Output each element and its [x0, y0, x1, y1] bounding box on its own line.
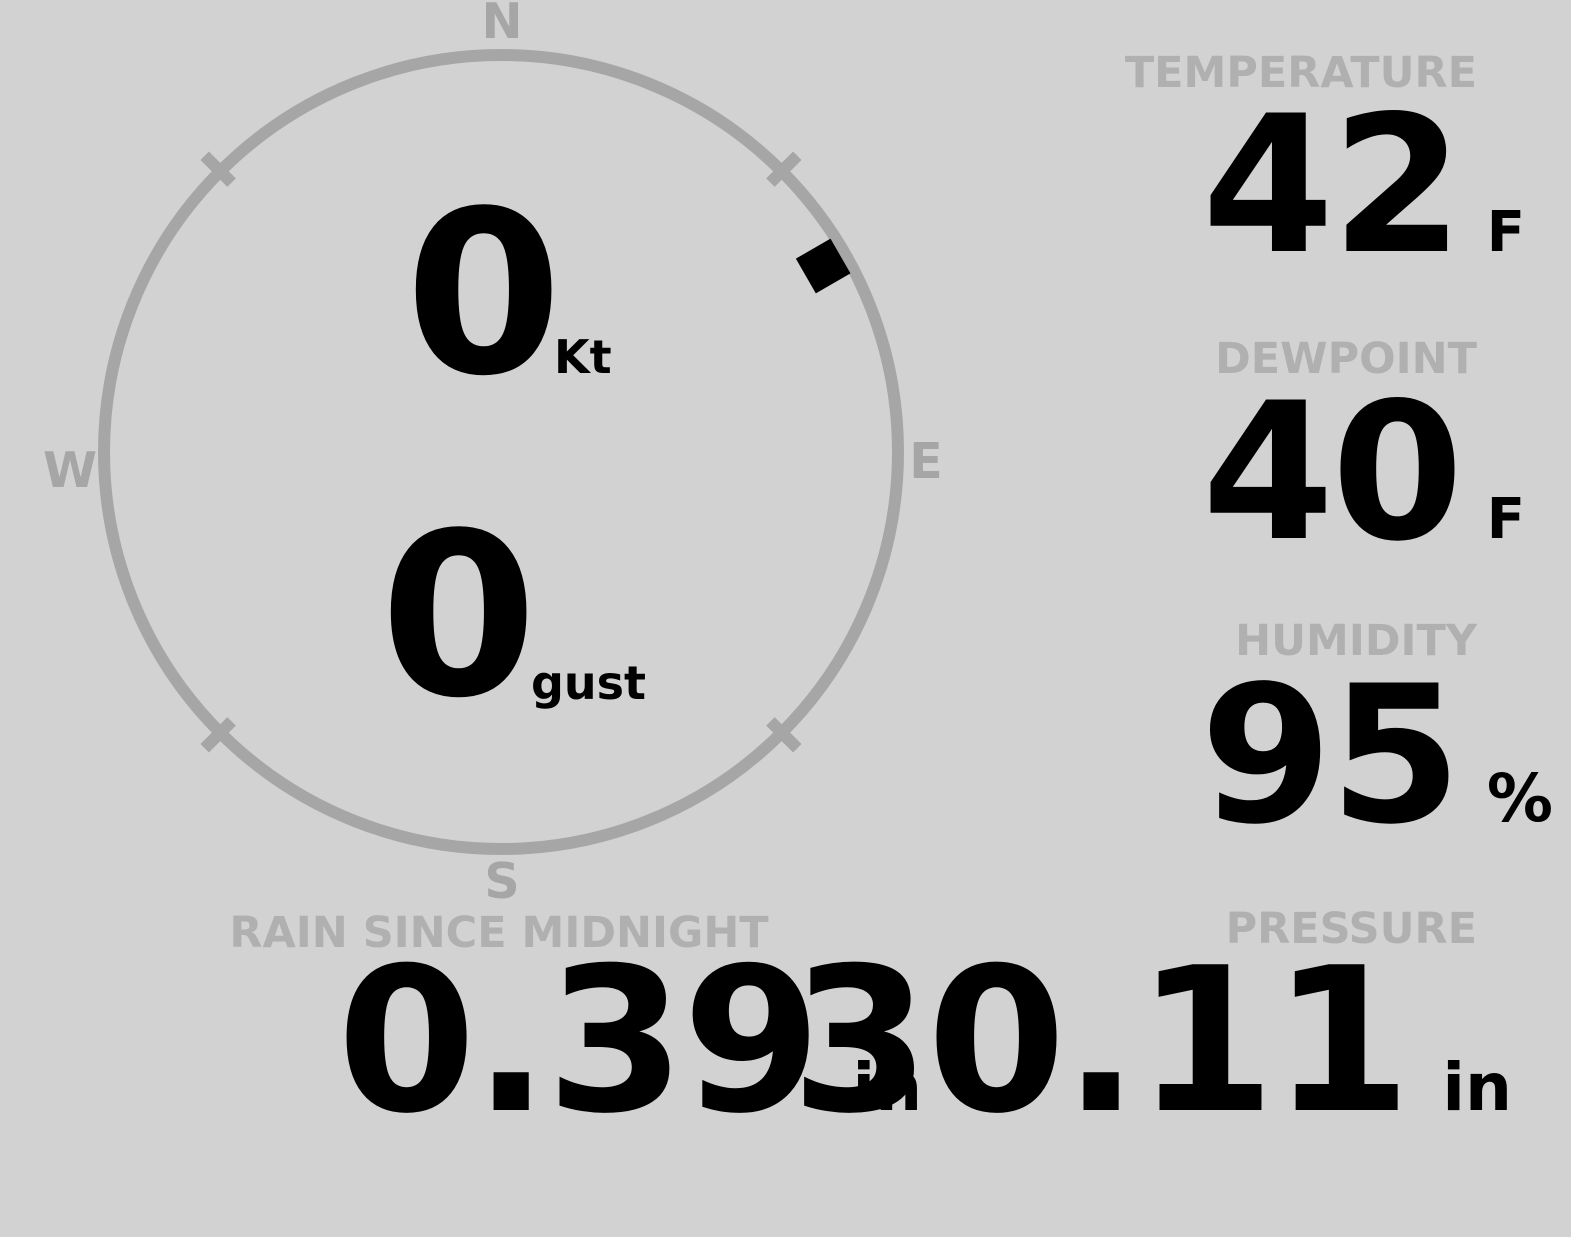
rain-value: 0.39 — [337, 925, 821, 1158]
wind-speed-value: 0 — [405, 163, 562, 426]
temperature-unit: F — [1486, 200, 1525, 265]
dewpoint-reading: 40 F — [1202, 378, 1525, 568]
compass-tick-ne — [766, 151, 802, 187]
wind-gust-value: 0 — [380, 485, 537, 748]
humidity-reading: 95 % — [1200, 661, 1553, 851]
temperature-value: 42 — [1202, 75, 1464, 296]
humidity-value: 95 — [1200, 645, 1462, 866]
wind-speed-unit: Kt — [554, 330, 612, 384]
dewpoint-unit: F — [1486, 487, 1525, 552]
dewpoint-value: 40 — [1202, 362, 1464, 583]
cardinal-east-label: E — [909, 433, 943, 490]
rain-unit: in — [852, 1049, 923, 1126]
compass-tick-nw — [200, 151, 236, 187]
pressure-label: PRESSURE — [1225, 904, 1477, 954]
rain-reading: 0.39 in — [337, 942, 922, 1142]
dewpoint-label: DEWPOINT — [1215, 334, 1477, 384]
pressure-value: 30.11 — [790, 925, 1412, 1158]
temperature-reading: 42 F — [1202, 91, 1525, 281]
humidity-label: HUMIDITY — [1235, 616, 1477, 666]
humidity-unit: % — [1486, 760, 1553, 837]
temperature-label: TEMPERATURE — [1124, 48, 1477, 98]
compass-tick-se — [766, 717, 802, 753]
pressure-reading: 30.11 in — [791, 942, 1512, 1142]
compass-circle — [98, 49, 904, 855]
cardinal-south-label: S — [484, 853, 520, 910]
cardinal-west-label: W — [42, 442, 98, 499]
pressure-unit: in — [1442, 1049, 1512, 1126]
rain-label: RAIN SINCE MIDNIGHT — [229, 908, 769, 958]
wind-gust-unit: gust — [531, 656, 647, 710]
cardinal-north-label: N — [481, 0, 523, 50]
wind-direction-marker — [795, 238, 851, 294]
compass-tick-sw — [200, 717, 236, 753]
